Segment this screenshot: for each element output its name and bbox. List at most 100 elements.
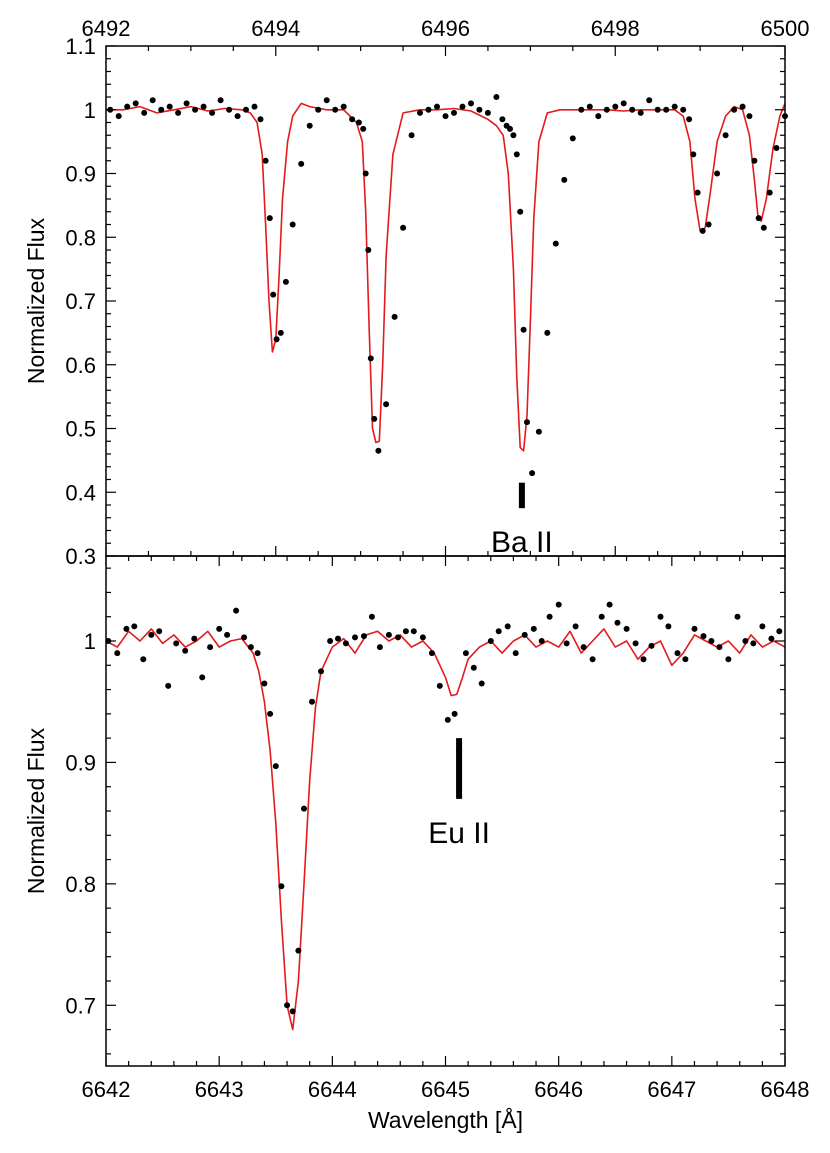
observed-flux-point bbox=[442, 113, 449, 120]
observed-flux-point bbox=[586, 103, 593, 110]
x-tick-label-top: 6496 bbox=[421, 16, 470, 41]
observed-flux-point bbox=[694, 189, 701, 196]
observed-flux-point bbox=[362, 170, 369, 177]
observed-flux-point bbox=[408, 132, 415, 139]
observed-flux-point bbox=[298, 160, 305, 167]
observed-flux-point bbox=[115, 113, 122, 120]
line-id-label: Ba II bbox=[491, 526, 553, 559]
observed-flux-point bbox=[355, 119, 362, 126]
observed-flux-point bbox=[561, 176, 568, 183]
observed-flux-point bbox=[278, 883, 285, 890]
x-axis-title: Wavelength [Å] bbox=[368, 1106, 523, 1133]
x-tick-label-top: 6498 bbox=[591, 16, 640, 41]
x-tick-label: 6645 bbox=[421, 1077, 470, 1102]
observed-flux-point bbox=[520, 326, 527, 333]
observed-flux-point bbox=[284, 1002, 291, 1009]
observed-flux-point bbox=[499, 116, 506, 123]
observed-flux-point bbox=[289, 221, 296, 228]
observed-flux-point bbox=[173, 640, 180, 647]
observed-flux-point bbox=[247, 644, 254, 651]
observed-flux-point bbox=[217, 97, 224, 104]
observed-flux-point bbox=[277, 329, 284, 336]
y-tick-label: 0.9 bbox=[65, 162, 96, 187]
observed-flux-point bbox=[632, 640, 639, 647]
observed-flux-point bbox=[365, 247, 372, 253]
observed-flux-point bbox=[254, 650, 261, 657]
observed-flux-point bbox=[233, 607, 240, 614]
observed-flux-point bbox=[478, 680, 485, 687]
model-lines-layer bbox=[105, 102, 786, 1031]
y-tick-label: 0.9 bbox=[65, 750, 96, 775]
observed-flux-point bbox=[402, 628, 409, 635]
observed-flux-point bbox=[156, 628, 163, 635]
observed-flux-point bbox=[183, 100, 190, 107]
observed-flux-point bbox=[315, 106, 322, 113]
observed-flux-point bbox=[546, 613, 553, 620]
observed-flux-point bbox=[367, 355, 374, 362]
observed-flux-point bbox=[391, 313, 398, 320]
y-tick-label: 0.6 bbox=[65, 353, 96, 378]
line-id-label: Eu II bbox=[428, 817, 490, 850]
observed-flux-point bbox=[368, 613, 375, 620]
observed-flux-point bbox=[507, 125, 513, 132]
observed-flux-point bbox=[725, 656, 732, 663]
observed-flux-point bbox=[335, 635, 341, 642]
observed-flux-point bbox=[759, 623, 766, 630]
observed-flux-point bbox=[493, 94, 500, 100]
observed-flux-point bbox=[734, 613, 741, 620]
observed-flux-point bbox=[623, 625, 630, 632]
observed-flux-point bbox=[484, 109, 491, 116]
observed-flux-point bbox=[657, 613, 664, 620]
observed-flux-point bbox=[444, 716, 451, 723]
y-tick-label: 0.8 bbox=[65, 225, 96, 250]
x-tick-label: 6643 bbox=[195, 1077, 244, 1102]
observed-flux-point bbox=[375, 447, 382, 454]
observed-flux-point bbox=[342, 640, 349, 647]
observed-flux-point bbox=[266, 215, 273, 222]
observed-flux-point bbox=[209, 109, 216, 116]
observed-flux-point bbox=[124, 103, 131, 110]
observed-flux-point bbox=[165, 682, 172, 689]
observed-flux-point bbox=[476, 106, 483, 113]
observed-flux-point bbox=[434, 103, 440, 110]
observed-flux-point bbox=[751, 157, 758, 164]
observed-flux-point bbox=[451, 710, 458, 717]
y-tick-label: 0.3 bbox=[65, 544, 96, 569]
observed-flux-point bbox=[175, 109, 182, 116]
observed-flux-point bbox=[612, 103, 619, 110]
observed-flux-point bbox=[352, 634, 358, 641]
observed-flux-point bbox=[552, 240, 559, 247]
observed-flux-point bbox=[451, 109, 457, 116]
observed-flux-point bbox=[216, 625, 223, 632]
observed-flux-point bbox=[637, 109, 644, 116]
observed-flux-point bbox=[149, 97, 156, 104]
observed-flux-point bbox=[742, 638, 749, 644]
observed-flux-point bbox=[530, 625, 537, 632]
observed-flux-point bbox=[750, 640, 757, 647]
observed-flux-point bbox=[200, 103, 207, 110]
observed-flux-point bbox=[603, 106, 610, 113]
observed-flux-point bbox=[648, 642, 655, 649]
observed-flux-point bbox=[663, 106, 670, 113]
model-spectrum-line bbox=[106, 102, 786, 452]
observed-flux-point bbox=[251, 103, 258, 110]
observed-flux-point bbox=[690, 151, 697, 158]
observed-flux-point bbox=[517, 208, 524, 215]
x-tick-label: 6644 bbox=[308, 1077, 357, 1102]
x-tick-label: 6648 bbox=[761, 1077, 810, 1102]
observed-flux-point bbox=[760, 224, 767, 231]
observed-flux-point bbox=[521, 631, 528, 638]
observed-flux-point bbox=[158, 106, 165, 113]
observed-flux-point bbox=[323, 97, 330, 104]
observed-points-layer bbox=[105, 94, 788, 1015]
observed-flux-point bbox=[510, 132, 517, 139]
observed-flux-point bbox=[495, 628, 502, 635]
observed-flux-point bbox=[182, 647, 189, 654]
observed-flux-point bbox=[140, 656, 147, 663]
observed-flux-point bbox=[629, 106, 636, 113]
observed-flux-point bbox=[383, 401, 390, 408]
observed-flux-point bbox=[665, 623, 672, 630]
y-tick-label: 0.7 bbox=[65, 289, 96, 314]
observed-flux-point bbox=[700, 633, 707, 640]
